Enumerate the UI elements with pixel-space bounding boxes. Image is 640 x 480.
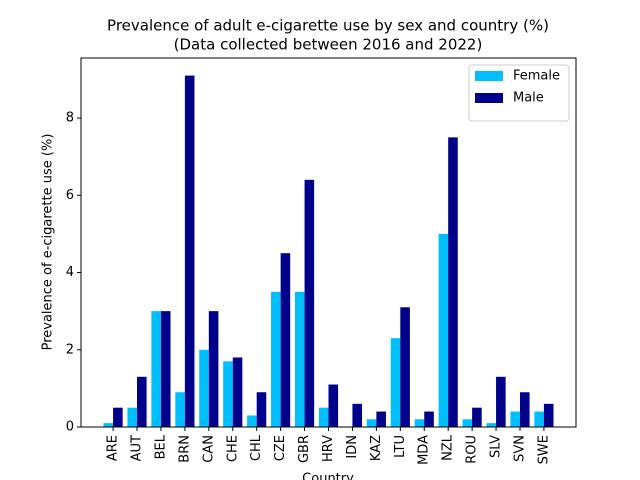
- bar: [151, 311, 161, 427]
- plot-frame: [80, 57, 577, 428]
- bar: [390, 338, 401, 427]
- legend-swatch: [475, 93, 503, 103]
- bar: [424, 411, 434, 427]
- bar: [175, 392, 185, 427]
- x-tick-label: MDA: [417, 435, 432, 465]
- bar: [256, 392, 267, 427]
- bar: [271, 291, 281, 427]
- bar: [137, 376, 147, 427]
- chart-subtitle: (Data collected between 2016 and 2022): [174, 36, 483, 54]
- chart-title: Prevalence of adult e-cigarette use by s…: [107, 17, 549, 35]
- y-tick-label: 6: [66, 188, 74, 203]
- legend-label: Male: [513, 91, 544, 106]
- bar: [400, 307, 410, 427]
- y-tick-label: 8: [66, 111, 74, 126]
- x-tick-label: CAN: [201, 435, 216, 463]
- bar: [472, 407, 482, 427]
- bar: [543, 403, 554, 427]
- bar: [318, 407, 329, 427]
- x-tick-label: ROU: [465, 435, 480, 464]
- x-tick-label: CHE: [225, 435, 240, 462]
- bar: [519, 392, 530, 427]
- bar: [534, 411, 544, 427]
- bar: [113, 407, 123, 427]
- y-axis-label: Prevalence of e-cigarette use (%): [41, 134, 56, 351]
- y-tick-label: 2: [66, 342, 74, 357]
- y-tick-label: 0: [66, 420, 74, 435]
- x-tick-label: SLV: [489, 435, 504, 458]
- x-tick-label: BEL: [153, 434, 168, 459]
- bar: [376, 411, 386, 427]
- bar: [366, 419, 377, 427]
- x-tick-label: CZE: [273, 435, 288, 461]
- x-tick-label: IDN: [345, 435, 360, 459]
- bar: [199, 349, 209, 427]
- bar: [414, 419, 425, 427]
- x-tick-label: LTU: [393, 435, 408, 458]
- bar: [232, 357, 243, 427]
- bar: [294, 291, 305, 427]
- bar: [448, 137, 458, 427]
- bar: [184, 75, 195, 428]
- x-tick-label: HRV: [321, 435, 336, 462]
- y-tick-label: 4: [66, 265, 74, 280]
- legend-swatch: [475, 71, 503, 81]
- x-tick-label: NZL: [441, 434, 456, 461]
- bar: [462, 419, 473, 427]
- x-axis-label: Country: [302, 472, 354, 480]
- x-tick-label: KAZ: [369, 435, 384, 461]
- bar: [496, 376, 506, 427]
- bar: [304, 179, 315, 427]
- bar: [103, 423, 114, 427]
- x-tick-label: CHL: [249, 434, 264, 461]
- legend-label: Female: [513, 69, 560, 84]
- x-tick-label: ARE: [106, 435, 121, 461]
- bar: [223, 361, 233, 427]
- bar: [208, 311, 219, 427]
- bar: [510, 411, 520, 427]
- x-tick-label: AUT: [130, 435, 145, 461]
- bar: [352, 403, 363, 427]
- bar: [280, 253, 291, 427]
- x-tick-label: GBR: [297, 435, 312, 463]
- x-tick-label: BRN: [177, 435, 192, 463]
- bar: [160, 311, 171, 427]
- x-tick-label: SWE: [536, 435, 551, 464]
- bar: [486, 423, 497, 427]
- x-tick-label: SVN: [512, 435, 527, 462]
- bar: [328, 384, 339, 427]
- bar: [438, 233, 449, 427]
- bar: [247, 415, 257, 427]
- bar: [127, 407, 138, 427]
